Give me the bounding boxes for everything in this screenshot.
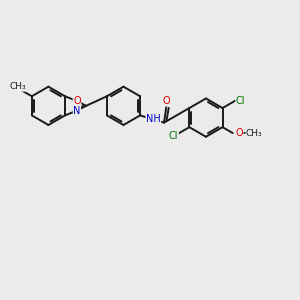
- Text: CH₃: CH₃: [246, 129, 262, 138]
- Text: N: N: [73, 106, 81, 116]
- Text: Cl: Cl: [169, 131, 178, 141]
- Text: O: O: [236, 128, 243, 138]
- Text: CH₃: CH₃: [10, 82, 26, 91]
- Text: O: O: [73, 96, 81, 106]
- Text: Cl: Cl: [236, 96, 245, 106]
- Text: O: O: [163, 96, 170, 106]
- Text: NH: NH: [146, 114, 161, 124]
